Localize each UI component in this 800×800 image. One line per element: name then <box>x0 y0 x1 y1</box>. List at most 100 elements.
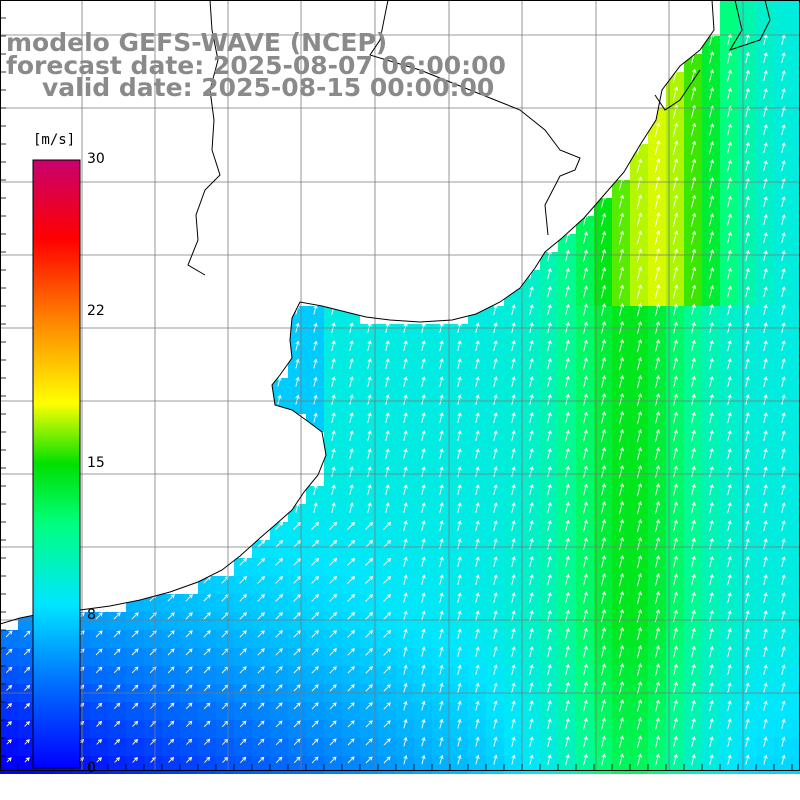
wind-cell <box>756 18 774 36</box>
wind-cell <box>180 738 198 756</box>
wind-cell <box>702 486 720 504</box>
wind-cell <box>486 396 504 414</box>
wind-arrow <box>367 448 372 460</box>
wind-arrow <box>654 591 661 605</box>
wind-arrow <box>511 394 516 406</box>
wind-arrow <box>727 718 732 730</box>
wind-arrow <box>781 682 786 693</box>
wind-arrow <box>421 358 426 370</box>
wind-cell <box>558 702 576 720</box>
wind-arrow <box>781 376 786 388</box>
wind-cell <box>684 576 702 594</box>
wind-cell <box>306 720 324 738</box>
wind-cell <box>0 702 18 720</box>
model-title: modelo GEFS-WAVE (NCEP) <box>6 28 388 57</box>
wind-cell <box>630 558 648 576</box>
wind-cell <box>774 432 792 450</box>
wind-arrow <box>691 681 696 694</box>
wind-cell <box>216 720 234 738</box>
wind-cell <box>360 504 378 522</box>
wind-cell <box>684 468 702 486</box>
wind-arrow <box>132 756 139 763</box>
wind-arrow <box>691 699 696 712</box>
wind-arrow <box>185 684 193 692</box>
wind-arrow <box>475 412 480 424</box>
wind-cell <box>18 648 36 666</box>
wind-cell <box>792 540 800 558</box>
wind-cell <box>558 432 576 450</box>
wind-cell <box>756 414 774 432</box>
wind-arrow <box>493 754 498 765</box>
wind-arrow <box>727 394 732 406</box>
wind-cell <box>252 576 270 594</box>
wind-arrow <box>421 430 426 442</box>
wind-cell <box>756 162 774 180</box>
wind-cell <box>468 738 486 756</box>
colorbar <box>32 159 81 769</box>
wind-cell <box>540 270 558 288</box>
wind-cell <box>774 72 792 90</box>
wind-cell <box>432 414 450 432</box>
wind-arrow <box>457 394 462 406</box>
wind-cell <box>486 468 504 486</box>
wind-arrow <box>439 358 444 370</box>
wind-arrow <box>781 268 786 280</box>
wind-arrow <box>475 448 480 460</box>
wind-cell <box>468 378 486 396</box>
wind-arrow <box>745 69 750 82</box>
wind-arrow <box>618 501 625 515</box>
wind-cell <box>558 720 576 738</box>
wind-arrow <box>565 573 570 586</box>
wind-cell <box>342 612 360 630</box>
wind-cell <box>306 378 324 396</box>
wind-arrow <box>781 160 786 172</box>
wind-cell <box>612 450 630 468</box>
wind-arrow <box>293 756 301 764</box>
wind-cell <box>702 522 720 540</box>
wind-arrow <box>583 699 588 712</box>
wind-arrow <box>565 357 570 370</box>
wind-arrow <box>600 591 607 605</box>
wind-cell <box>90 720 108 738</box>
wind-arrow <box>727 538 732 550</box>
wind-cell <box>432 666 450 684</box>
wind-cell <box>756 108 774 126</box>
wind-arrow <box>385 412 390 424</box>
wind-arrow <box>618 266 625 281</box>
wind-arrow <box>457 466 462 478</box>
wind-cell <box>666 378 684 396</box>
wind-arrow <box>727 159 732 172</box>
wind-arrow <box>763 250 768 262</box>
wind-arrow <box>311 738 319 746</box>
wind-cell <box>630 468 648 486</box>
wind-cell <box>756 360 774 378</box>
wind-arrow <box>293 630 301 638</box>
wind-cell <box>450 432 468 450</box>
wind-arrow <box>457 358 462 370</box>
wind-arrow <box>203 738 211 746</box>
wind-cell <box>756 72 774 90</box>
wind-arrow <box>257 575 266 584</box>
wind-arrow <box>691 753 696 766</box>
wind-arrow <box>439 574 444 585</box>
wind-cell <box>630 270 648 288</box>
wind-cell <box>468 612 486 630</box>
wind-cell <box>738 144 756 162</box>
wind-cell <box>522 594 540 612</box>
wind-arrow <box>113 666 121 674</box>
wind-arrow <box>618 212 625 227</box>
wind-cell <box>558 630 576 648</box>
wind-arrow <box>672 104 679 119</box>
wind-cell <box>414 702 432 720</box>
wind-arrow <box>583 537 588 550</box>
wind-cell <box>180 702 198 720</box>
wind-cell <box>594 540 612 558</box>
wind-arrow <box>654 465 661 479</box>
wind-arrow <box>781 196 786 208</box>
wind-arrow <box>385 466 390 478</box>
wind-cell <box>684 324 702 342</box>
wind-arrow <box>439 394 444 406</box>
wind-arrow <box>96 738 103 745</box>
wind-cell <box>342 414 360 432</box>
wind-arrow <box>167 702 175 710</box>
